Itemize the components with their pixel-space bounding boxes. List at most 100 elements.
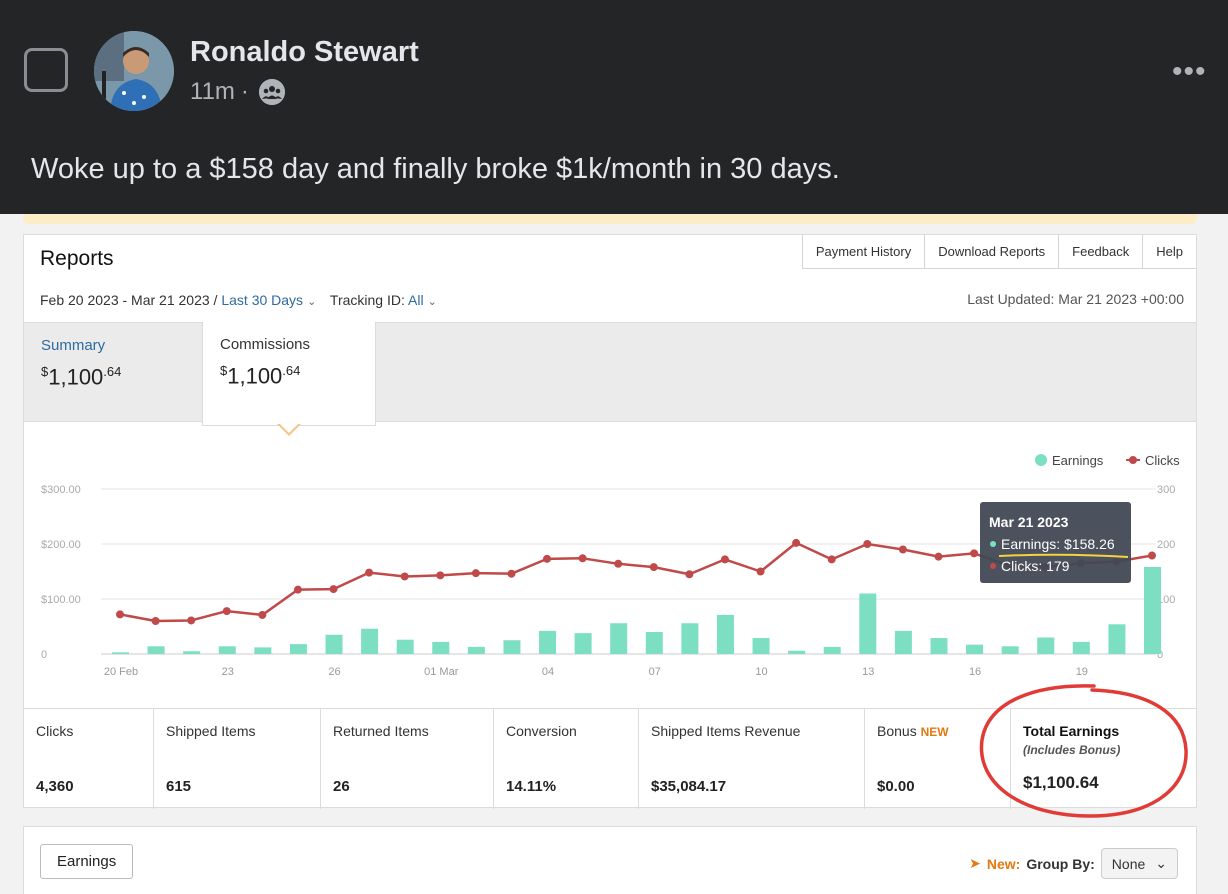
group-by-control: ➤ New: Group By: None ⌄ [969, 848, 1178, 879]
earnings-tab[interactable]: Earnings [40, 844, 134, 879]
group-by-select[interactable]: None ⌄ [1100, 848, 1178, 879]
y-left-tick-label: $300.00 [41, 484, 81, 496]
earnings-bar [467, 646, 485, 654]
report-nav-tabs: Payment History Download Reports Feedbac… [801, 235, 1196, 269]
stat-label: Shipped Items Revenue [651, 723, 801, 739]
legend-earnings-swatch [1035, 454, 1047, 466]
highlight-underline [998, 553, 1129, 558]
earnings-bar [361, 628, 379, 654]
chart-tooltip [980, 502, 1131, 583]
y-left-tick-label: 0 [41, 649, 47, 661]
earnings-bar [254, 647, 272, 654]
tab-help[interactable]: Help [1142, 235, 1196, 269]
stat-value: $1,100.64 [1023, 773, 1099, 792]
clicks-point [151, 617, 160, 625]
stat-value: 26 [333, 778, 350, 795]
stat-value: $0.00 [877, 778, 915, 795]
clicks-point [685, 570, 694, 579]
earnings-bar [1144, 566, 1161, 654]
earnings-bar [147, 646, 165, 654]
tab-download-reports[interactable]: Download Reports [924, 235, 1059, 269]
clicks-point [436, 571, 445, 580]
stat-label: Returned Items [333, 723, 429, 739]
tab-payment-history[interactable]: Payment History [801, 235, 925, 269]
filter-bar: Feb 20 2023 - Mar 21 2023 / Last 30 Days… [40, 292, 447, 308]
earnings-bar [966, 644, 984, 654]
post-time[interactable]: 11m [190, 78, 235, 105]
tooltip-clicks: Clicks: 179 [1001, 558, 1070, 574]
earnings-bar [574, 633, 592, 654]
earnings-bar [432, 641, 450, 654]
clicks-point [578, 554, 587, 563]
earnings-bar [218, 646, 236, 654]
clicks-point [649, 563, 658, 572]
tab-summary[interactable]: Summary $1,100.64 [24, 323, 202, 423]
tracking-id-dropdown[interactable]: All [408, 292, 424, 308]
clicks-point [614, 559, 623, 568]
stat-shipped-revenue: Shipped Items Revenue $35,084.17 [639, 709, 865, 809]
earnings-bar [716, 614, 734, 654]
earnings-bar [610, 623, 628, 654]
earnings-bar [1072, 641, 1090, 654]
post-text: Woke up to a $158 day and finally broke … [31, 153, 840, 185]
stat-value: 4,360 [36, 778, 74, 795]
x-tick-label: 07 [649, 666, 661, 678]
tab-commissions[interactable]: Commissions $1,100.64 [202, 322, 376, 426]
earnings-bar [752, 638, 770, 654]
clicks-point [756, 567, 765, 576]
group-by-label: Group By: [1026, 855, 1095, 872]
stat-sublabel: (Includes Bonus) [1023, 743, 1121, 757]
clicks-point [934, 552, 943, 561]
clicks-point [293, 585, 302, 594]
clicks-point [365, 568, 374, 577]
clicks-point [471, 569, 480, 578]
clicks-point [507, 569, 516, 578]
last-updated: Last Updated: Mar 21 2023 +00:00 [967, 291, 1184, 307]
tab-feedback[interactable]: Feedback [1058, 235, 1143, 269]
more-options-icon[interactable]: ••• [1172, 55, 1207, 88]
clicks-point [543, 554, 552, 563]
group-by-value: None [1111, 855, 1146, 872]
date-range-dropdown[interactable]: Last 30 Days [221, 292, 304, 308]
summary-label: Summary [41, 337, 106, 354]
clicks-point [400, 572, 409, 581]
tracking-id-label: Tracking ID: [329, 292, 405, 308]
earnings-bar [183, 651, 201, 654]
earnings-bar [503, 640, 521, 654]
y-right-tick-label: 300 [1157, 484, 1175, 496]
x-tick-label: 04 [542, 666, 554, 678]
avatar[interactable] [94, 31, 174, 111]
author-name[interactable]: Ronaldo Stewart [190, 36, 419, 68]
stat-label: Shipped Items [166, 723, 256, 739]
y-left-tick-label: $100.00 [41, 594, 81, 606]
chevron-down-icon[interactable]: ⌄ [427, 296, 437, 308]
stat-label: Bonus NEW [877, 723, 949, 739]
clicks-point [222, 607, 231, 616]
chevron-down-icon[interactable]: ⌄ [307, 296, 317, 308]
x-tick-label: 26 [328, 666, 340, 678]
earnings-bar [859, 593, 877, 654]
stat-returned-items: Returned Items 26 [321, 709, 494, 809]
select-checkbox[interactable] [24, 48, 68, 92]
clicks-point [827, 555, 836, 564]
x-tick-label: 10 [755, 666, 767, 678]
page-title: Reports [40, 247, 114, 270]
stat-bonus: Bonus NEW $0.00 [865, 709, 1011, 809]
earnings-bar [1001, 646, 1019, 654]
notice-strip [23, 214, 1197, 224]
stats-row: Clicks 4,360 Shipped Items 615 Returned … [24, 708, 1196, 809]
x-tick-label: 20 Feb [104, 666, 138, 678]
earnings-bar [788, 650, 806, 654]
y-left-tick-label: $200.00 [41, 539, 81, 551]
date-range-text: Feb 20 2023 - Mar 21 2023 [40, 292, 210, 308]
stat-label: Total Earnings [1023, 723, 1120, 739]
clicks-point [116, 610, 124, 619]
earnings-clicks-chart: 0 $100.00 $200.00 $300.00 0 100 200 300 20 Feb 23… [41, 453, 1180, 678]
tooltip-earnings: Earnings: $158.26 [1001, 536, 1115, 552]
clicks-point [898, 545, 907, 554]
earnings-bar [823, 646, 841, 654]
group-audience-icon [258, 79, 285, 105]
avatar-photo [94, 31, 174, 111]
commissions-value: $1,100.64 [220, 363, 301, 389]
post-meta: 11m · [190, 78, 285, 106]
